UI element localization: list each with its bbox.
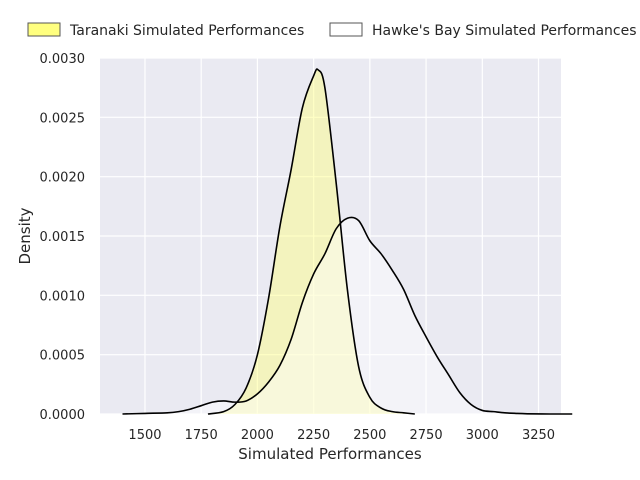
y-tick-label: 0.0005 bbox=[40, 349, 86, 364]
density-line-taranaki bbox=[207, 68, 415, 415]
y-tick-label: 0.0000 bbox=[40, 408, 86, 423]
density-lines bbox=[122, 68, 573, 415]
grid bbox=[100, 57, 561, 415]
x-axis-label: Simulated Performances bbox=[238, 445, 422, 463]
x-tick-label: 2000 bbox=[241, 428, 274, 443]
density-line-hawkes-bay bbox=[122, 216, 573, 415]
x-tick-label: 1500 bbox=[128, 428, 161, 443]
x-tick-label: 3000 bbox=[466, 428, 499, 443]
density-area-taranaki bbox=[207, 69, 415, 414]
density-areas bbox=[122, 69, 573, 414]
y-tick-labels: 0.0000 0.0005 0.0010 0.0015 0.0020 0.0025 0.00… bbox=[40, 52, 86, 423]
x-tick-labels: 1500 1750 2000 2250 2500 2750 3000 3250 bbox=[128, 428, 555, 443]
y-tick-label: 0.0030 bbox=[40, 52, 86, 67]
x-tick-label: 1750 bbox=[185, 428, 218, 443]
density-area-hawkes-bay bbox=[122, 217, 573, 414]
x-tick-label: 3250 bbox=[522, 428, 555, 443]
x-tick-label: 2750 bbox=[410, 428, 443, 443]
y-tick-label: 0.0025 bbox=[40, 111, 86, 126]
y-axis-label: Density bbox=[16, 207, 34, 264]
x-tick-label: 2500 bbox=[353, 428, 386, 443]
legend-swatch-hawkes-bay bbox=[329, 22, 363, 37]
y-tick-label: 0.0020 bbox=[40, 171, 86, 186]
legend-label-taranaki: Taranaki Simulated Performances bbox=[69, 23, 304, 39]
y-tick-label: 0.0015 bbox=[40, 230, 86, 245]
legend-label-hawkes-bay: Hawke's Bay Simulated Performances bbox=[372, 23, 637, 39]
y-tick-label: 0.0010 bbox=[40, 289, 86, 304]
x-tick-label: 2250 bbox=[297, 428, 330, 443]
legend: Taranaki Simulated Performances Hawke's … bbox=[27, 22, 637, 39]
legend-swatch-taranaki bbox=[27, 22, 61, 37]
